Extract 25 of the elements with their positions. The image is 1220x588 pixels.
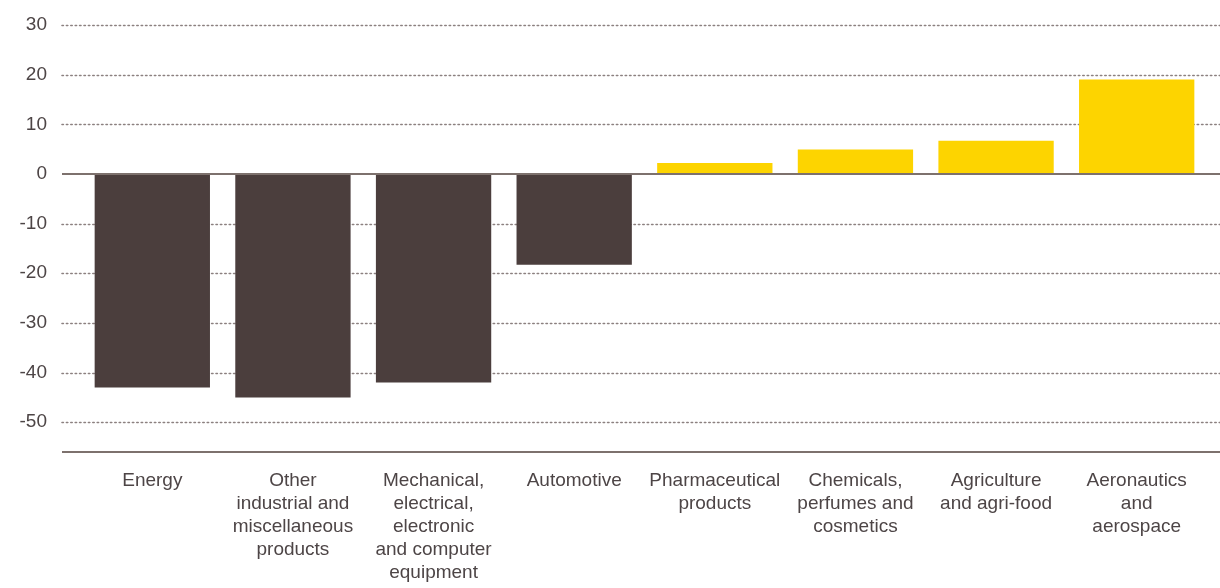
y-tick-label: -40 [19,360,47,382]
y-tick-label: -30 [19,311,47,333]
x-tick-label: Energy [122,468,183,490]
bar [1079,79,1195,174]
x-tick-label: Automotive [526,468,622,490]
y-tick-label: -50 [19,410,47,432]
bar [516,173,632,265]
y-tick-label: 10 [25,112,47,134]
y-tick-label: 0 [36,162,47,184]
y-tick-label: -10 [19,211,47,233]
x-tick-label: Other industrial and miscellaneous products [232,468,354,559]
y-tick-label: -20 [19,261,47,283]
x-tick-label: Agriculture and agri-food [940,468,1053,513]
bar [657,163,773,174]
y-tick-label: 30 [25,13,47,35]
bar [375,173,492,383]
x-tick-label: Chemicals, perfumes and cosmetics [797,468,914,536]
x-tick-label: Mechanical, electrical, electronic and computer equipment [375,468,493,582]
x-tick-label: Pharmaceutical products [649,468,781,513]
bar [797,149,914,174]
bar [938,140,1054,174]
bar [94,173,210,388]
x-tick-label: Aeronautics and aerospace [1086,468,1187,536]
bar [235,173,351,398]
y-tick-label: 20 [25,62,47,84]
